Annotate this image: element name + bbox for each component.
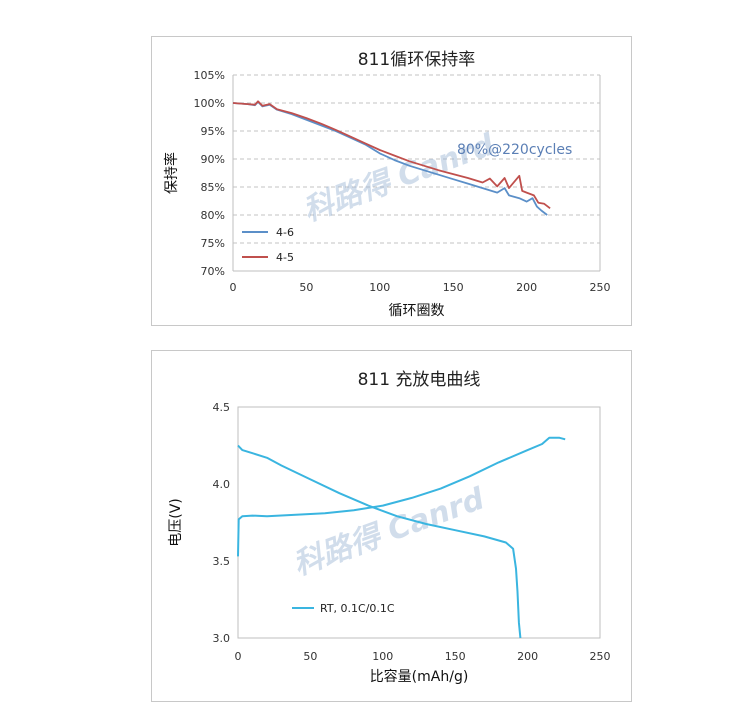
y-tick-label: 3.5 <box>213 555 231 568</box>
x-tick-label: 50 <box>299 281 313 294</box>
x-tick-label: 150 <box>443 281 464 294</box>
charge-discharge-chart: 811 充放电曲线 3.0 3.5 4.0 4.5 0 50 100 150 200 250 比容量(… <box>168 370 611 685</box>
x-tick-label: 250 <box>590 281 611 294</box>
chart-title: 811循环保持率 <box>358 50 475 70</box>
y-tick-label: 85% <box>201 181 225 194</box>
chart-title: 811 充放电曲线 <box>358 370 481 390</box>
discharge-curve <box>237 444 522 639</box>
y-tick-label: 95% <box>201 125 225 138</box>
retention-chart-panel: 811循环保持率 70% 75% 80% 85% 90% 95% 100% 105% 0 50 100… <box>151 36 632 326</box>
legend-label: 4-6 <box>276 226 294 239</box>
y-tick-label: 4.5 <box>213 401 231 414</box>
x-axis-label: 循环圈数 <box>389 303 445 319</box>
legend-label: 4-5 <box>276 251 294 264</box>
x-tick-label: 200 <box>516 281 537 294</box>
x-tick-label: 0 <box>235 650 242 663</box>
y-tick-label: 70% <box>201 265 225 278</box>
y-tick-label: 105% <box>194 69 225 82</box>
x-tick-label: 100 <box>369 281 390 294</box>
x-tick-label: 150 <box>445 650 466 663</box>
y-axis-label: 保持率 <box>163 152 180 194</box>
y-axis-label: 电压(V) <box>168 498 184 547</box>
charge-discharge-chart-panel: 811 充放电曲线 3.0 3.5 4.0 4.5 0 50 100 150 200 250 比容量(… <box>151 350 632 702</box>
x-tick-label: 100 <box>372 650 393 663</box>
retention-chart: 811循环保持率 70% 75% 80% 85% 90% 95% 100% 105% 0 50 100… <box>163 50 611 319</box>
y-tick-label: 75% <box>201 237 225 250</box>
x-tick-label: 250 <box>590 650 611 663</box>
x-tick-label: 50 <box>303 650 317 663</box>
x-tick-label: 0 <box>230 281 237 294</box>
series-line-4-5 <box>232 100 551 210</box>
y-tick-label: 100% <box>194 97 225 110</box>
y-tick-label: 90% <box>201 153 225 166</box>
y-tick-label: 80% <box>201 209 225 222</box>
x-tick-label: 200 <box>517 650 538 663</box>
y-tick-label: 3.0 <box>213 632 231 645</box>
annotation-text: 80%@220cycles <box>457 142 572 158</box>
x-axis-label: 比容量(mAh/g) <box>370 668 469 685</box>
legend-label: RT, 0.1C/0.1C <box>320 602 395 615</box>
y-tick-label: 4.0 <box>213 478 231 491</box>
charge-curve <box>237 436 566 557</box>
